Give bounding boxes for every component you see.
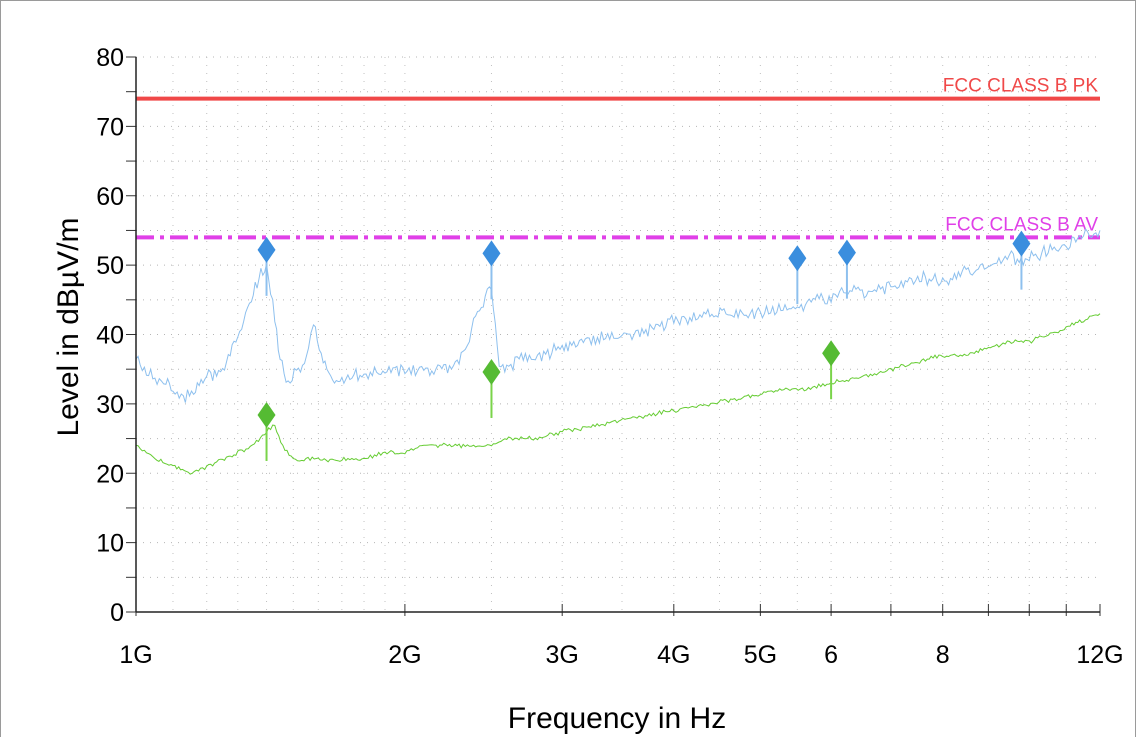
diamond-marker xyxy=(788,245,807,272)
x-tick-label: 3G xyxy=(546,641,579,669)
y-tick-label: 60 xyxy=(96,183,124,211)
x-tick-label: 6 xyxy=(824,641,838,669)
chart-grid xyxy=(136,56,1100,612)
chart-labels: 0 10 20 30 40 50 60 70 80 1G 2G 3G 4G 5G 6 8 12G xyxy=(96,44,1123,669)
y-tick-label: 0 xyxy=(110,599,124,627)
chart-markers xyxy=(257,230,1031,428)
y-tick-label: 40 xyxy=(96,322,124,350)
x-axis-label: Frequency in Hz xyxy=(508,702,726,735)
x-tick-label: 1G xyxy=(119,641,152,669)
x-tick-label: 12G xyxy=(1076,641,1123,669)
diamond-marker xyxy=(257,401,276,428)
x-tick-label: 8 xyxy=(936,641,950,669)
diamond-marker xyxy=(837,239,856,266)
x-tick-label: 4G xyxy=(657,641,690,669)
y-tick-label: 80 xyxy=(96,44,124,72)
series-line xyxy=(135,227,1101,403)
x-tick-label: 5G xyxy=(744,641,777,669)
diamond-marker xyxy=(822,340,841,367)
y-axis-label: Level in dBµV/m xyxy=(52,217,85,436)
limit-line-label: FCC CLASS B PK xyxy=(943,76,1099,97)
limit-lines: FCC CLASS B PK FCC CLASS B AV xyxy=(136,76,1100,240)
chart-axes xyxy=(126,56,1101,616)
x-tick-label: 2G xyxy=(388,641,421,669)
y-tick-label: 70 xyxy=(96,113,124,141)
y-tick-label: 30 xyxy=(96,391,124,419)
chart-series xyxy=(135,227,1101,475)
y-tick-label: 50 xyxy=(96,252,124,280)
diamond-marker xyxy=(1012,230,1031,257)
diamond-marker xyxy=(482,358,501,385)
limit-line-label: FCC CLASS B AV xyxy=(945,214,1098,235)
y-tick-label: 10 xyxy=(96,530,124,558)
series-line xyxy=(135,313,1101,475)
y-tick-label: 20 xyxy=(96,460,124,488)
diamond-marker xyxy=(257,236,276,263)
diamond-marker xyxy=(482,240,501,267)
